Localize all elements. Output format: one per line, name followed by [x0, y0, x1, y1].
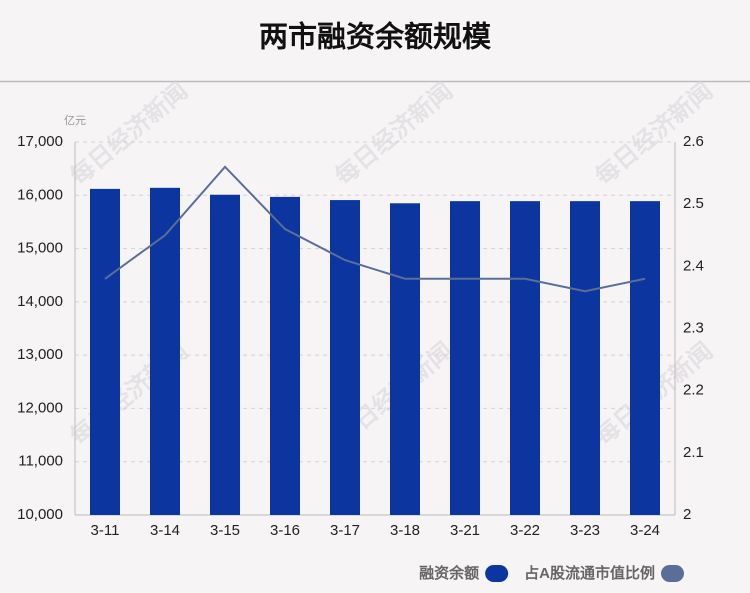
watermark: 每日经济新闻 — [65, 77, 193, 191]
x-tick-label: 3-17 — [330, 522, 360, 539]
bar — [570, 201, 600, 515]
legend-label: 占A股流通市值比例 — [524, 564, 655, 582]
x-tick-label: 3-23 — [570, 522, 600, 539]
legend-swatch — [661, 565, 684, 582]
y-tick-label: 16,000 — [17, 186, 63, 203]
y-tick-label: 10,000 — [17, 506, 63, 523]
legend-swatch — [485, 565, 509, 582]
y2-tick-label: 2.6 — [683, 133, 704, 150]
legend-label: 融资余额 — [419, 564, 479, 582]
bar — [390, 203, 420, 515]
bar — [450, 201, 480, 515]
y2-tick-label: 2.1 — [683, 444, 704, 461]
y-tick-label: 15,000 — [17, 240, 63, 257]
bar — [150, 187, 180, 515]
unit-label: 亿元 — [64, 114, 86, 127]
y2-tick-label: 2.4 — [683, 257, 704, 274]
y-tick-label: 13,000 — [17, 346, 63, 363]
y2-tick-label: 2.5 — [683, 195, 704, 212]
bar — [630, 201, 660, 515]
x-tick-label: 3-21 — [450, 522, 480, 539]
y2-tick-label: 2 — [683, 506, 691, 523]
y-tick-label: 11,000 — [18, 453, 63, 470]
x-tick-label: 3-14 — [150, 522, 180, 539]
y-tick-label: 14,000 — [17, 293, 63, 310]
y2-tick-label: 2.2 — [683, 382, 704, 399]
x-tick-label: 3-18 — [390, 522, 420, 539]
bar — [270, 196, 300, 516]
y-tick-label: 12,000 — [17, 399, 63, 416]
bar — [210, 194, 240, 515]
x-tick-label: 3-11 — [91, 522, 120, 539]
x-tick-label: 3-24 — [630, 522, 660, 539]
x-tick-label: 3-15 — [210, 522, 240, 539]
y2-tick-label: 2.3 — [683, 319, 704, 336]
watermark: 每日经济新闻 — [330, 77, 458, 191]
y-tick-label: 17,000 — [17, 133, 63, 150]
line — [104, 165, 646, 293]
x-tick-label: 3-16 — [270, 522, 300, 539]
bar — [330, 200, 360, 515]
chart-title: 两市融资余额规模 — [259, 20, 492, 54]
x-tick-label: 3-22 — [510, 522, 540, 539]
bar — [90, 188, 120, 516]
bar — [510, 201, 540, 515]
